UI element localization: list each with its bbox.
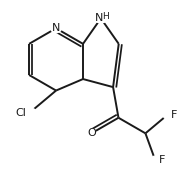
- Ellipse shape: [87, 129, 96, 138]
- Text: N: N: [95, 13, 103, 23]
- Ellipse shape: [152, 156, 159, 163]
- Text: Cl: Cl: [15, 108, 26, 117]
- Ellipse shape: [163, 112, 171, 119]
- Ellipse shape: [23, 108, 36, 117]
- Text: F: F: [171, 110, 177, 120]
- Text: H: H: [102, 12, 109, 21]
- Text: N: N: [52, 23, 60, 33]
- Text: O: O: [87, 128, 96, 138]
- Ellipse shape: [51, 24, 61, 33]
- Ellipse shape: [93, 14, 108, 23]
- Text: F: F: [159, 155, 165, 165]
